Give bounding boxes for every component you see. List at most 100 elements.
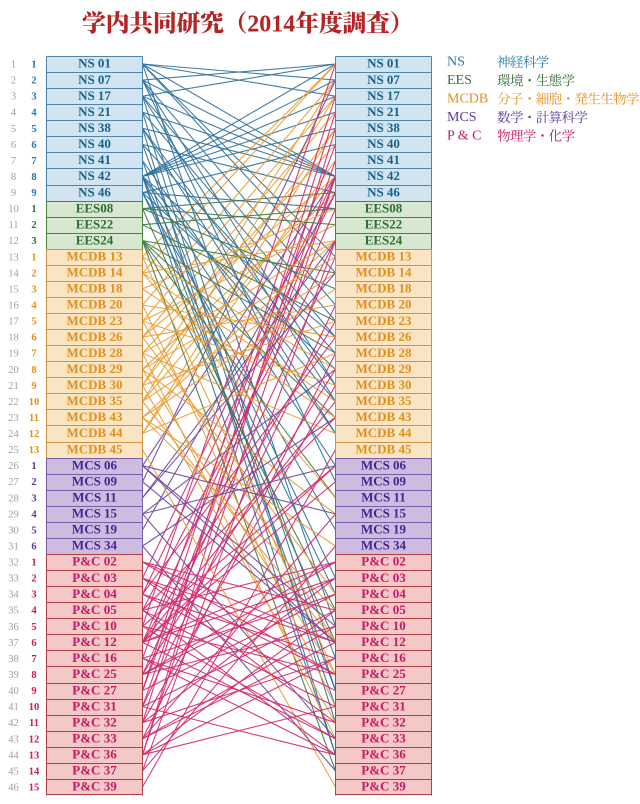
- svg-text:15: 15: [8, 284, 19, 295]
- svg-text:P&C 12: P&C 12: [72, 634, 116, 649]
- svg-text:MCDB 28: MCDB 28: [356, 345, 412, 360]
- svg-text:P&C 36: P&C 36: [361, 747, 406, 762]
- svg-text:4: 4: [11, 108, 17, 119]
- svg-text:42: 42: [8, 718, 19, 729]
- svg-text:P&C 37: P&C 37: [361, 763, 406, 778]
- svg-text:32: 32: [8, 558, 19, 569]
- svg-text:10: 10: [29, 397, 40, 408]
- svg-text:MCDB 43: MCDB 43: [356, 409, 412, 424]
- svg-text:MCDB 44: MCDB 44: [356, 425, 412, 440]
- svg-text:MCDB 18: MCDB 18: [67, 281, 123, 296]
- svg-text:MCDB 28: MCDB 28: [67, 345, 123, 360]
- svg-text:2: 2: [11, 76, 16, 87]
- svg-text:P&C 25: P&C 25: [361, 666, 406, 681]
- svg-text:MCDB 23: MCDB 23: [356, 313, 412, 328]
- svg-text:1: 1: [31, 252, 36, 263]
- svg-text:5: 5: [31, 622, 36, 633]
- svg-text:EES08: EES08: [76, 200, 114, 215]
- svg-text:20: 20: [8, 365, 19, 376]
- svg-text:MCDB: MCDB: [447, 92, 488, 107]
- svg-text:NS 17: NS 17: [367, 88, 400, 103]
- svg-text:P&C 37: P&C 37: [72, 763, 117, 778]
- svg-text:43: 43: [8, 734, 19, 745]
- svg-text:17: 17: [8, 317, 19, 328]
- svg-text:MCDB 29: MCDB 29: [356, 361, 412, 376]
- svg-text:P&C 02: P&C 02: [361, 554, 405, 569]
- svg-text:11: 11: [8, 220, 18, 231]
- svg-text:P&C 31: P&C 31: [361, 698, 405, 713]
- svg-text:21: 21: [8, 381, 19, 392]
- svg-text:MCDB 44: MCDB 44: [67, 425, 123, 440]
- svg-text:MCS: MCS: [447, 110, 477, 125]
- svg-text:16: 16: [8, 301, 19, 312]
- svg-text:9: 9: [31, 381, 36, 392]
- svg-text:NS 01: NS 01: [78, 56, 111, 71]
- svg-text:P&C 39: P&C 39: [72, 779, 117, 794]
- svg-text:MCS 34: MCS 34: [72, 538, 118, 553]
- svg-text:P&C 04: P&C 04: [72, 586, 117, 601]
- svg-text:8: 8: [11, 172, 16, 183]
- svg-text:24: 24: [8, 429, 19, 440]
- svg-text:9: 9: [31, 188, 36, 199]
- svg-text:MCS 19: MCS 19: [361, 522, 407, 537]
- svg-text:35: 35: [8, 606, 19, 617]
- svg-text:P&C 32: P&C 32: [72, 714, 116, 729]
- svg-text:34: 34: [8, 590, 19, 601]
- svg-text:EES22: EES22: [365, 216, 403, 231]
- svg-text:44: 44: [8, 750, 19, 761]
- svg-text:NS 42: NS 42: [78, 168, 111, 183]
- svg-text:MCDB 45: MCDB 45: [67, 441, 123, 456]
- svg-text:MCDB 13: MCDB 13: [356, 249, 412, 264]
- svg-text:NS 46: NS 46: [78, 184, 111, 199]
- svg-text:MCS 06: MCS 06: [361, 457, 407, 472]
- svg-text:14: 14: [29, 766, 40, 777]
- svg-text:MCDB 26: MCDB 26: [67, 329, 123, 344]
- svg-text:8: 8: [31, 670, 36, 681]
- svg-text:25: 25: [8, 445, 19, 456]
- svg-text:P&C 04: P&C 04: [361, 586, 406, 601]
- svg-text:6: 6: [31, 638, 36, 649]
- svg-text:12: 12: [29, 734, 40, 745]
- svg-text:31: 31: [8, 542, 19, 553]
- svg-text:40: 40: [8, 686, 19, 697]
- svg-text:P&C 27: P&C 27: [72, 682, 117, 697]
- svg-text:MCDB 29: MCDB 29: [67, 361, 123, 376]
- svg-text:P&C 33: P&C 33: [361, 731, 406, 746]
- svg-text:EES: EES: [447, 73, 472, 88]
- svg-text:15: 15: [29, 783, 40, 794]
- svg-text:P&C 39: P&C 39: [361, 779, 406, 794]
- svg-text:MCS 11: MCS 11: [72, 490, 116, 505]
- svg-text:2: 2: [31, 268, 36, 279]
- svg-text:NS 07: NS 07: [367, 72, 400, 87]
- svg-text:P&C 27: P&C 27: [361, 682, 406, 697]
- svg-text:P&C 31: P&C 31: [72, 698, 116, 713]
- svg-text:30: 30: [8, 525, 19, 536]
- svg-text:NS 42: NS 42: [367, 168, 400, 183]
- svg-text:2: 2: [31, 574, 36, 585]
- svg-text:P&C 05: P&C 05: [361, 602, 406, 617]
- svg-text:MCDB 45: MCDB 45: [356, 441, 412, 456]
- svg-text:MCS 19: MCS 19: [72, 522, 118, 537]
- svg-text:18: 18: [8, 333, 19, 344]
- svg-text:NS 21: NS 21: [367, 104, 400, 119]
- svg-text:6: 6: [31, 140, 36, 151]
- svg-text:27: 27: [8, 477, 19, 488]
- svg-text:NS 17: NS 17: [78, 88, 111, 103]
- svg-text:MCDB 14: MCDB 14: [356, 265, 412, 280]
- svg-text:EES08: EES08: [365, 200, 403, 215]
- svg-text:46: 46: [8, 783, 19, 794]
- svg-text:MCDB 20: MCDB 20: [67, 297, 123, 312]
- svg-text:EES22: EES22: [76, 216, 114, 231]
- svg-text:2: 2: [31, 220, 36, 231]
- svg-text:NS 01: NS 01: [367, 56, 400, 71]
- svg-text:MCS 09: MCS 09: [72, 473, 118, 488]
- svg-text:P&C 12: P&C 12: [361, 634, 405, 649]
- svg-text:10: 10: [8, 204, 19, 215]
- svg-text:NS 40: NS 40: [367, 136, 400, 151]
- svg-text:8: 8: [31, 172, 36, 183]
- svg-text:5: 5: [31, 124, 36, 135]
- svg-text:7: 7: [31, 349, 36, 360]
- svg-text:2014: 2014: [247, 12, 295, 38]
- svg-text:4: 4: [31, 301, 37, 312]
- svg-text:3: 3: [31, 284, 36, 295]
